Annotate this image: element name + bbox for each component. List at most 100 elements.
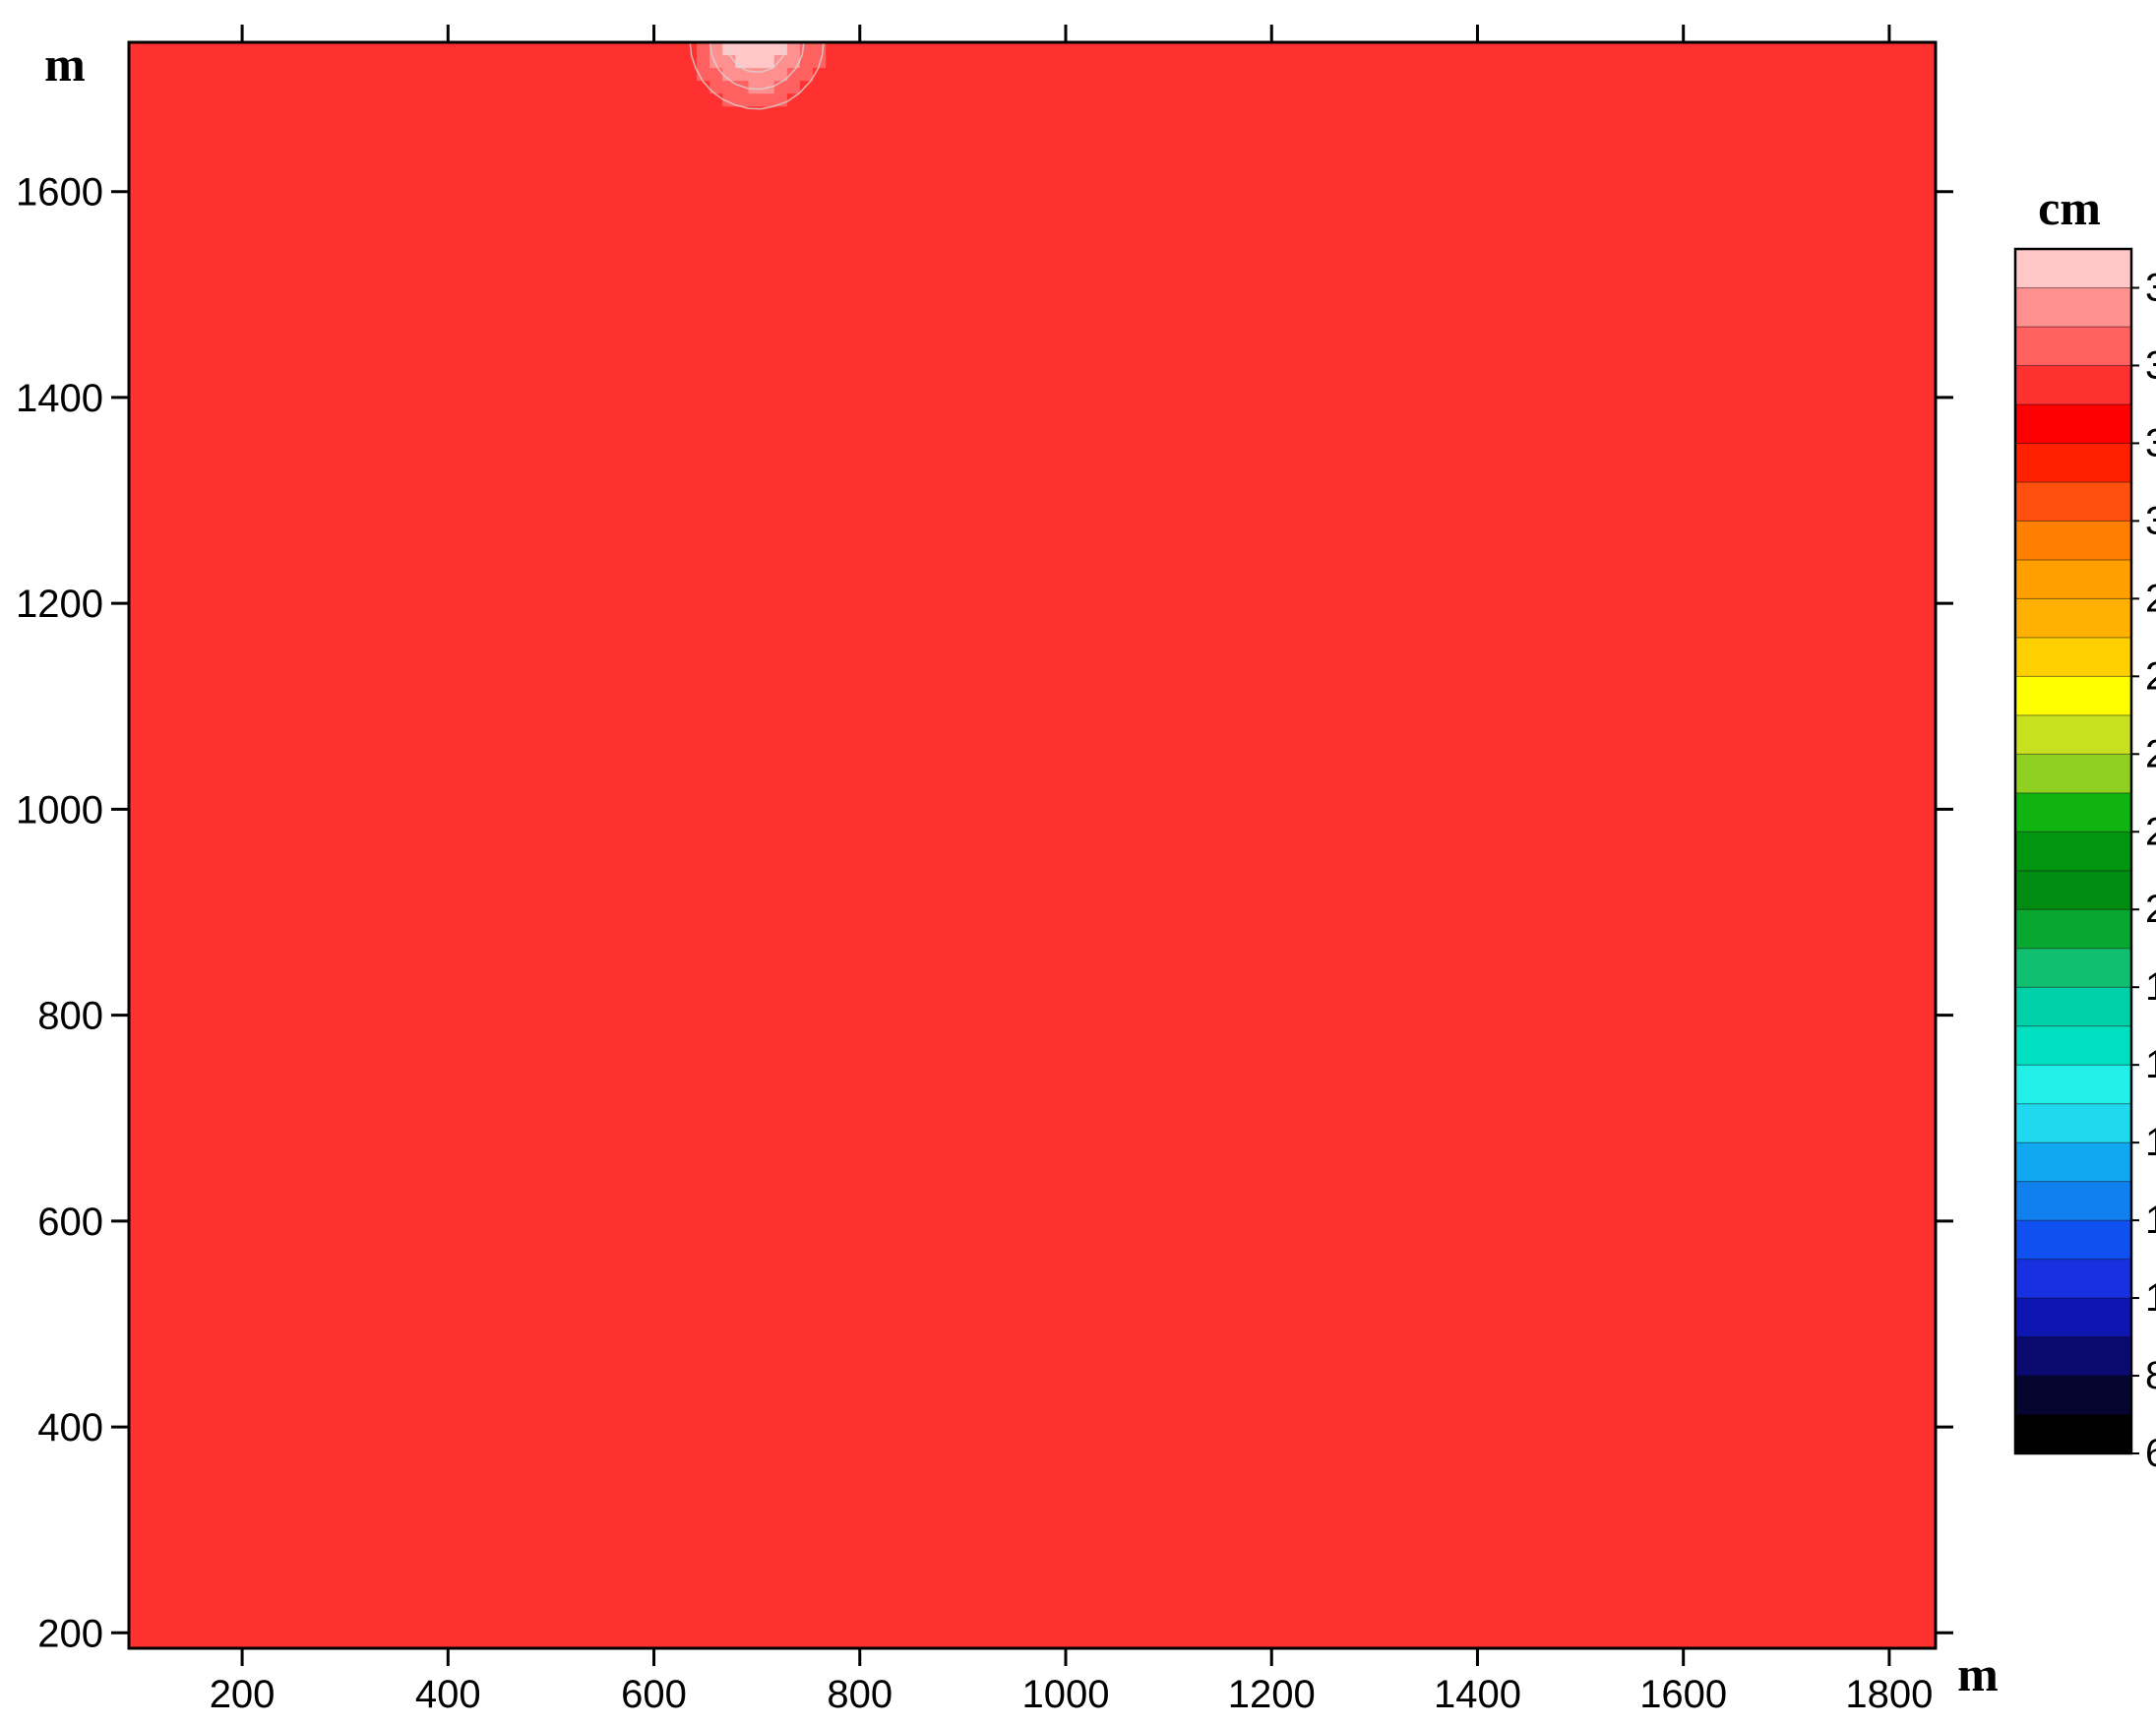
contour-band-cell xyxy=(709,42,724,56)
contour-band-cell xyxy=(722,93,788,108)
contour-band-cell xyxy=(722,68,788,83)
contour-band-cell xyxy=(129,993,1936,1008)
x-tick-label: 1200 xyxy=(1228,1673,1316,1716)
contour-band-cell xyxy=(129,1314,1936,1328)
contour-band-cell xyxy=(129,196,1936,211)
contour-band-cell xyxy=(129,569,1936,584)
contour-band-cell xyxy=(709,55,737,70)
contour-band-cell xyxy=(826,55,1936,70)
colorbar-tick-label: 24 xyxy=(2145,732,2156,775)
contour-band-cell xyxy=(129,119,1936,134)
contour-band-cell xyxy=(129,1031,1936,1046)
colorbar-swatch xyxy=(2014,792,2132,833)
contour-band-cell xyxy=(709,81,750,95)
colorbar-frame xyxy=(2013,247,2133,1455)
contour-band-cell xyxy=(129,1365,1936,1380)
contour-band-cell xyxy=(129,132,1936,147)
contour-band-cell xyxy=(129,350,1936,365)
y-tick-label: 600 xyxy=(37,1201,103,1244)
colorbar-swatch xyxy=(2014,1141,2132,1183)
colorbar-swatch xyxy=(2014,831,2132,872)
contour-band-cell xyxy=(129,427,1936,442)
contour-band-cell xyxy=(129,813,1936,828)
contour-band-cell xyxy=(129,440,1936,455)
colorbar-unit-label: cm xyxy=(2038,180,2101,235)
contour-band-cell xyxy=(129,1481,1936,1496)
contour-band-cell xyxy=(129,543,1936,558)
contour-band-cell xyxy=(129,1507,1936,1521)
contour-band-cell xyxy=(129,1121,1936,1136)
x-tick-label: 1600 xyxy=(1639,1673,1727,1716)
colorbar-swatch xyxy=(2014,1219,2132,1261)
contour-band-cell xyxy=(129,594,1936,609)
contour-band-cell xyxy=(129,838,1936,853)
colorbar-tick-label: 20 xyxy=(2145,888,2156,931)
colorbar-swatch xyxy=(2014,1336,2132,1377)
contour-band-cell xyxy=(697,42,711,56)
contour-band-cell xyxy=(129,247,1936,262)
colorbar-swatch xyxy=(2014,908,2132,950)
contour-band-cell xyxy=(129,877,1936,892)
x-tick-label: 1000 xyxy=(1022,1673,1110,1716)
contour-band-cell xyxy=(129,505,1936,519)
contour-band-cell xyxy=(129,1172,1936,1187)
colorbar-tick-label: 22 xyxy=(2145,810,2156,853)
colorbar-tick-label: 28 xyxy=(2145,577,2156,620)
colorbar-swatch xyxy=(2014,675,2132,716)
colorbar-swatch xyxy=(2014,248,2132,288)
x-tick-label: 1400 xyxy=(1434,1673,1521,1716)
colorbar: 6 8 10 12 14 16 18 20 22 24 26 28 30 32 34 36 xyxy=(2013,247,2156,1475)
contour-band-cell xyxy=(129,465,1936,480)
y-tick-label: 800 xyxy=(37,995,103,1038)
colorbar-swatch xyxy=(2014,986,2132,1027)
contour-band-cell xyxy=(129,928,1936,943)
contour-band-cell xyxy=(129,646,1936,660)
contour-band-cell xyxy=(129,1082,1936,1097)
contour-band-cell xyxy=(748,81,775,95)
contour-band-cell xyxy=(129,1403,1936,1418)
colorbar-tick-label: 10 xyxy=(2145,1276,2156,1320)
contour-band-cell xyxy=(129,1609,1936,1624)
colorbar-swatch xyxy=(2014,1297,2132,1338)
contour-band-cell xyxy=(129,338,1936,352)
contour-band-cell xyxy=(129,1018,1936,1033)
colorbar-swatch xyxy=(2014,1375,2132,1416)
contour-fill-layer xyxy=(129,42,1936,1648)
colorbar-swatch xyxy=(2014,597,2132,639)
contour-band-cell xyxy=(129,1237,1936,1252)
axes-layer: 200 400 600 800 1000 1200 1400 1600 1800 200 400 60… xyxy=(16,25,1953,1716)
contour-band-cell xyxy=(129,1596,1936,1611)
colorbar-tick-label: 18 xyxy=(2145,965,2156,1009)
contour-band-cell xyxy=(129,620,1936,635)
contour-band-cell xyxy=(129,1159,1936,1174)
contour-band-cell xyxy=(129,1622,1936,1636)
contour-band-cell xyxy=(129,658,1936,673)
contour-band-cell xyxy=(129,55,698,70)
contour-band-cell xyxy=(129,1134,1936,1148)
colorbar-swatch xyxy=(2014,1025,2132,1066)
contour-line xyxy=(689,42,825,110)
contour-band-cell xyxy=(129,607,1936,622)
contour-band-cell xyxy=(129,93,724,108)
x-axis-unit-label: m xyxy=(1957,1646,1999,1701)
contour-band-cell xyxy=(129,530,1936,545)
x-tick-label: 1800 xyxy=(1845,1673,1933,1716)
x-tick-label: 800 xyxy=(827,1673,893,1716)
contour-band-cell xyxy=(129,556,1936,571)
colorbar-swatch xyxy=(2014,714,2132,755)
contour-band-cell xyxy=(129,633,1936,648)
contour-band-cell xyxy=(129,157,1936,172)
colorbar-swatch xyxy=(2014,364,2132,405)
contour-band-cell xyxy=(129,1339,1936,1354)
contour-line xyxy=(708,42,805,91)
contour-band-cell xyxy=(129,68,698,83)
colorbar-swatch xyxy=(2014,1103,2132,1143)
contour-band-cell xyxy=(129,106,1936,121)
contour-band-cell xyxy=(129,1095,1936,1110)
contour-band-cell xyxy=(129,736,1936,750)
plot-frame xyxy=(127,40,1938,1650)
colorbar-tick-label: 8 xyxy=(2145,1354,2156,1397)
y-tick-label: 1000 xyxy=(16,788,103,832)
contour-band-cell xyxy=(129,1288,1936,1303)
contour-band-cell xyxy=(129,1352,1936,1367)
